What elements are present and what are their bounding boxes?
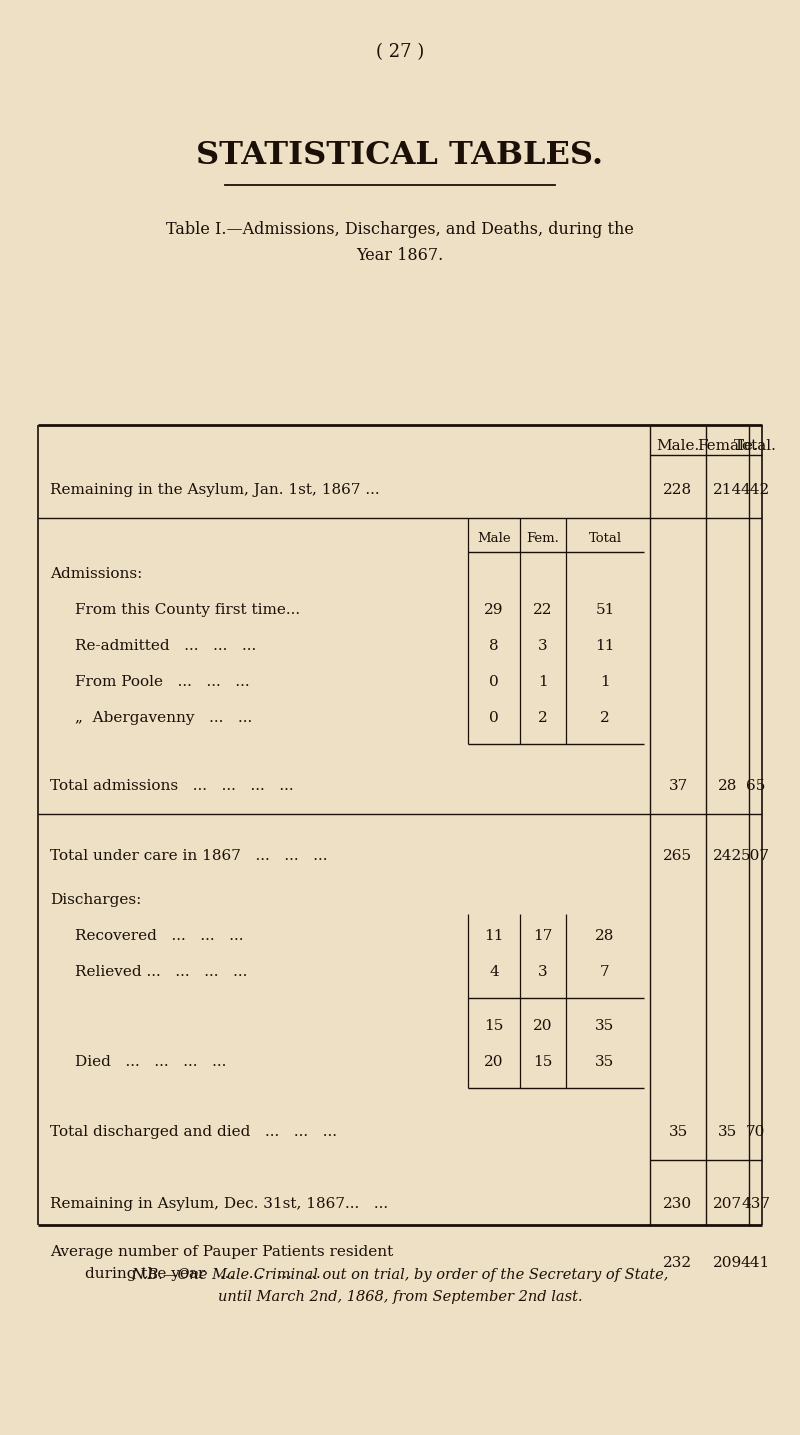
Text: 28: 28 [595,928,614,943]
Text: 3: 3 [538,964,548,979]
Text: Fem.: Fem. [526,531,559,544]
Text: 0: 0 [489,710,499,725]
Text: 1: 1 [538,674,548,689]
Text: Re-admitted   ...   ...   ...: Re-admitted ... ... ... [75,639,256,653]
Text: 35: 35 [718,1125,737,1139]
Text: Remaining in Asylum, Dec. 31st, 1867...   ...: Remaining in Asylum, Dec. 31st, 1867... … [50,1197,388,1211]
Text: 441: 441 [741,1256,770,1270]
Text: 0: 0 [489,674,499,689]
Text: ( 27 ): ( 27 ) [376,43,424,62]
Text: 207: 207 [713,1197,742,1211]
Text: Total.: Total. [734,439,777,453]
Text: 11: 11 [595,639,614,653]
Text: Total discharged and died   ...   ...   ...: Total discharged and died ... ... ... [50,1125,337,1139]
Text: 29: 29 [484,603,504,617]
Text: STATISTICAL TABLES.: STATISTICAL TABLES. [197,139,603,171]
Text: 35: 35 [595,1019,614,1033]
Text: 209: 209 [713,1256,742,1270]
Text: Female.: Female. [697,439,758,453]
Text: Average number of Pauper Patients resident: Average number of Pauper Patients reside… [50,1246,394,1258]
Text: 1: 1 [600,674,610,689]
Text: Male.: Male. [656,439,700,453]
Text: 28: 28 [718,779,737,794]
Text: 15: 15 [534,1055,553,1069]
Text: Total admissions   ...   ...   ...   ...: Total admissions ... ... ... ... [50,779,294,794]
Text: Total: Total [589,531,622,544]
Text: From Poole   ...   ...   ...: From Poole ... ... ... [75,674,250,689]
Text: N.B.—One Male Criminal out on trial, by order of the Secretary of State,: N.B.—One Male Criminal out on trial, by … [131,1269,669,1281]
Text: 437: 437 [741,1197,770,1211]
Text: 20: 20 [484,1055,504,1069]
Text: 11: 11 [484,928,504,943]
Text: 35: 35 [595,1055,614,1069]
Text: Died   ...   ...   ...   ...: Died ... ... ... ... [75,1055,226,1069]
Text: Male: Male [477,531,511,544]
Text: 442: 442 [741,484,770,497]
Text: 37: 37 [668,779,688,794]
Text: until March 2nd, 1868, from September 2nd last.: until March 2nd, 1868, from September 2n… [218,1290,582,1304]
Text: 507: 507 [741,850,770,862]
Text: 15: 15 [484,1019,504,1033]
Text: 232: 232 [663,1256,693,1270]
Text: during the year   ...   ...   ...   ...: during the year ... ... ... ... [85,1267,321,1281]
Text: Year 1867.: Year 1867. [356,247,444,264]
Text: 51: 51 [595,603,614,617]
Text: Discharges:: Discharges: [50,893,142,907]
Text: Total under care in 1867   ...   ...   ...: Total under care in 1867 ... ... ... [50,850,327,862]
Text: 20: 20 [534,1019,553,1033]
Text: 230: 230 [663,1197,693,1211]
Text: 242: 242 [713,850,742,862]
Text: Recovered   ...   ...   ...: Recovered ... ... ... [75,928,243,943]
Text: 8: 8 [489,639,499,653]
Text: 214: 214 [713,484,742,497]
Text: Admissions:: Admissions: [50,567,142,581]
Text: 35: 35 [668,1125,688,1139]
Text: 3: 3 [538,639,548,653]
Text: 70: 70 [746,1125,765,1139]
Text: 265: 265 [663,850,693,862]
Text: 2: 2 [538,710,548,725]
Text: From this County first time...: From this County first time... [75,603,300,617]
Text: 2: 2 [600,710,610,725]
Text: 4: 4 [489,964,499,979]
Text: 17: 17 [534,928,553,943]
Text: „  Abergavenny   ...   ...: „ Abergavenny ... ... [75,710,252,725]
Text: 228: 228 [663,484,693,497]
Text: Relieved ...   ...   ...   ...: Relieved ... ... ... ... [75,964,247,979]
Text: Remaining in the Asylum, Jan. 1st, 1867 ...: Remaining in the Asylum, Jan. 1st, 1867 … [50,484,380,497]
Text: Table I.—Admissions, Discharges, and Deaths, during the: Table I.—Admissions, Discharges, and Dea… [166,221,634,238]
Text: 65: 65 [746,779,765,794]
Text: 22: 22 [534,603,553,617]
Text: 7: 7 [600,964,610,979]
